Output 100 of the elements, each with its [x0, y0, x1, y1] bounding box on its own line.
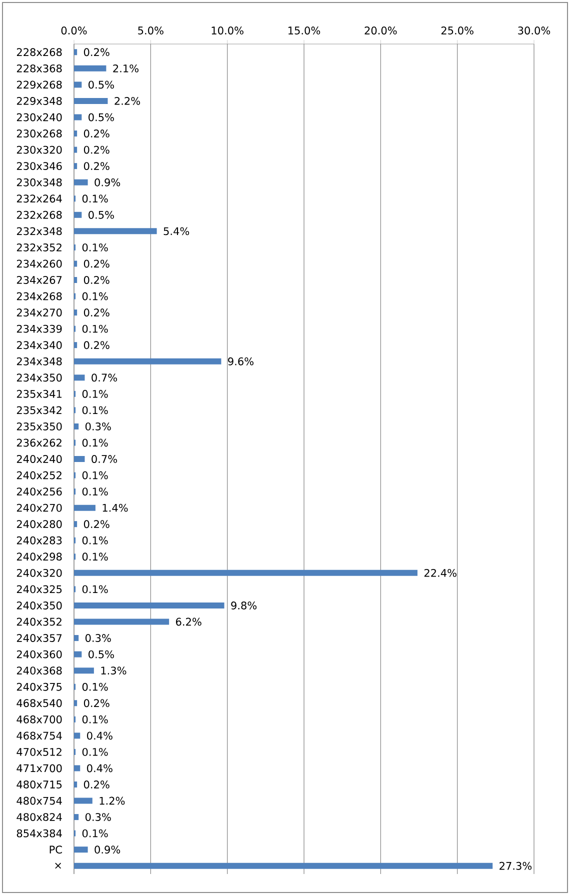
bar: [74, 98, 108, 104]
bar: [74, 358, 222, 364]
bar: [74, 862, 493, 869]
bar: [74, 260, 78, 267]
x-tick-label: 0.0%: [61, 26, 87, 34]
data-label: 0.2%: [84, 699, 110, 708]
y-tick-label: 240x325: [16, 585, 62, 594]
data-label: 0.2%: [84, 260, 110, 268]
bar: [74, 782, 78, 788]
data-label: 2.2%: [114, 96, 140, 105]
bar: [74, 504, 96, 511]
y-tick-label: 240x298: [16, 552, 62, 561]
bar: [74, 456, 85, 462]
y-tick-label: 234x267: [16, 276, 62, 284]
data-label: 0.2%: [84, 162, 110, 170]
y-tick-label: 229x348: [16, 96, 62, 105]
data-label: 0.1%: [82, 682, 108, 691]
x-tick-label: 20.0%: [364, 26, 397, 34]
y-tick-label: 234x339: [16, 324, 62, 333]
bar: [74, 146, 78, 153]
bar: [74, 228, 157, 234]
bar: [74, 765, 80, 772]
data-label: 0.1%: [82, 406, 108, 414]
y-tick-label: 232x352: [16, 243, 62, 252]
data-label: 0.5%: [88, 210, 114, 219]
y-tick-label: 480x824: [16, 813, 62, 822]
data-label: 0.1%: [82, 438, 108, 447]
y-tick-label: 230x240: [16, 113, 62, 122]
data-label: 0.5%: [88, 80, 114, 89]
y-tick-label: 234x270: [16, 308, 62, 317]
bar: [74, 423, 79, 430]
y-tick-label: 230x346: [16, 162, 62, 170]
bar: [74, 618, 170, 625]
y-tick-label: 240x352: [16, 618, 62, 626]
data-label: 0.3%: [85, 422, 111, 430]
y-tick-label: 234x350: [16, 374, 62, 382]
data-label: 0.4%: [87, 732, 112, 740]
y-tick-label: 240x283: [16, 536, 62, 544]
bar: [74, 374, 85, 381]
data-label: 0.7%: [92, 374, 118, 382]
y-tick-label: 240x368: [16, 666, 62, 675]
data-label: 0.1%: [82, 243, 108, 252]
bar: [74, 130, 78, 137]
bar: [74, 179, 88, 186]
data-label: 0.1%: [82, 488, 108, 496]
y-tick-label: 480x715: [16, 780, 62, 788]
data-label: 0.1%: [82, 194, 108, 203]
y-tick-label: 240x375: [16, 682, 62, 691]
data-label: 0.2%: [84, 308, 110, 317]
y-tick-label: 240x240: [16, 455, 62, 463]
y-tick-label: 229x268: [16, 80, 62, 89]
data-label: 5.4%: [164, 227, 190, 236]
y-tick-label: 240x357: [16, 634, 62, 642]
y-tick-label: 240x280: [16, 520, 62, 528]
data-label: 0.1%: [82, 748, 108, 756]
x-tick-label: 10.0%: [212, 26, 244, 34]
data-label: 0.1%: [82, 715, 108, 724]
data-label: 0.1%: [82, 536, 108, 544]
y-tick-label: 235x350: [16, 422, 62, 430]
bar: [74, 276, 78, 283]
x-tick-label: 15.0%: [288, 26, 320, 34]
y-tick-label: 234x268: [16, 292, 62, 300]
data-label: 0.1%: [82, 552, 108, 561]
data-label: 0.2%: [84, 130, 110, 138]
data-label: 0.2%: [84, 276, 110, 284]
bar: [74, 798, 92, 804]
data-label: 0.1%: [82, 471, 108, 480]
y-tick-label: 240x256: [16, 488, 62, 496]
y-tick-label: 236x262: [16, 438, 62, 447]
y-tick-label: 234x340: [16, 341, 62, 350]
data-label: 0.1%: [82, 390, 108, 398]
y-tick-label: 234x260: [16, 260, 62, 268]
data-label: 0.1%: [82, 292, 108, 300]
data-label: 0.2%: [84, 48, 110, 56]
data-label: 0.1%: [82, 829, 108, 838]
data-label: 1.4%: [102, 504, 128, 512]
y-tick-label: 240x320: [16, 568, 62, 577]
bar: [74, 212, 82, 218]
data-label: 6.2%: [176, 618, 202, 626]
bar: [74, 635, 79, 642]
x-tick-label: 5.0%: [138, 26, 164, 34]
data-label: 0.5%: [88, 113, 114, 122]
y-tick-label: 240x252: [16, 471, 62, 480]
y-tick-label: 468x700: [16, 715, 62, 724]
y-tick-label: ×: [55, 862, 62, 869]
y-tick-label: 468x540: [16, 699, 62, 708]
y-tick-label: 232x264: [16, 194, 62, 203]
data-label: 0.4%: [87, 764, 112, 772]
data-label: 9.6%: [228, 357, 254, 366]
bar: [74, 65, 106, 72]
data-label: 0.1%: [82, 324, 108, 333]
y-tick-label: 471x700: [16, 764, 62, 772]
y-tick-label: 240x350: [16, 602, 62, 610]
data-label: 0.3%: [85, 813, 111, 822]
y-tick-label: 468x754: [16, 732, 62, 740]
bar: [74, 814, 79, 820]
data-label: 0.5%: [88, 650, 114, 658]
bar: [74, 668, 94, 674]
y-tick-label: 240x270: [16, 504, 62, 512]
bar: [74, 602, 224, 608]
